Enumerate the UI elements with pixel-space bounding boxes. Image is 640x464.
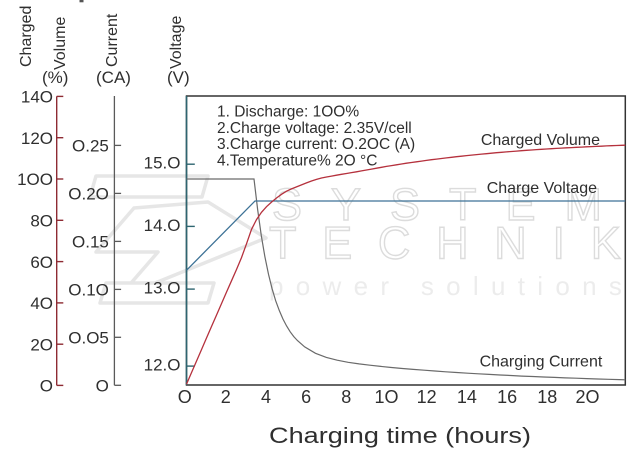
svg-text:8O: 8O	[30, 212, 53, 231]
svg-text:14O: 14O	[21, 88, 53, 107]
svg-text:O: O	[96, 377, 109, 396]
svg-text:Charged: Charged	[18, 6, 35, 67]
svg-text:2O: 2O	[575, 387, 599, 407]
svg-text:6: 6	[301, 387, 311, 407]
svg-text:(CA): (CA)	[96, 68, 131, 87]
svg-text:O.25: O.25	[72, 137, 109, 156]
svg-text:1OO: 1OO	[17, 170, 53, 189]
svg-text:O: O	[40, 377, 53, 396]
svg-text:O.1O: O.1O	[68, 281, 109, 300]
svg-text:4O: 4O	[30, 294, 53, 313]
svg-text:15.O: 15.O	[144, 154, 181, 173]
svg-text:Volume: Volume	[52, 17, 69, 70]
svg-text:14: 14	[457, 387, 477, 407]
svg-text:O.15: O.15	[72, 233, 109, 252]
svg-text:Charging time (hours): Charging time (hours)	[269, 423, 531, 448]
svg-text:(V): (V)	[167, 68, 190, 87]
svg-text:Charged Volume: Charged Volume	[481, 132, 600, 149]
svg-text:O: O	[178, 387, 192, 407]
svg-text:12O: 12O	[21, 129, 53, 148]
svg-text:Charging Current: Charging Current	[480, 354, 603, 371]
svg-text:(%): (%)	[42, 68, 68, 87]
svg-text:2: 2	[221, 387, 231, 407]
svg-text:1O: 1O	[374, 387, 398, 407]
svg-text:2.Charge voltage: 2.35V/cell: 2.Charge voltage: 2.35V/cell	[217, 120, 412, 137]
svg-text:14.O: 14.O	[144, 216, 181, 235]
svg-text:12.O: 12.O	[144, 356, 181, 375]
svg-text:Current: Current	[104, 13, 121, 67]
svg-text:O.O5: O.O5	[68, 329, 109, 348]
svg-text:13.O: 13.O	[144, 279, 181, 298]
svg-text:16: 16	[497, 387, 517, 407]
svg-text:4: 4	[261, 387, 271, 407]
svg-text:O.2O: O.2O	[68, 185, 109, 204]
svg-text:6O: 6O	[30, 253, 53, 272]
svg-text:4.Temperature% 2O °C: 4.Temperature% 2O °C	[217, 152, 377, 169]
svg-text:12: 12	[417, 387, 437, 407]
svg-text:1. Discharge: 1OO%: 1. Discharge: 1OO%	[217, 104, 359, 121]
svg-text:3.Charge current: O.2OC (A): 3.Charge current: O.2OC (A)	[217, 136, 415, 153]
svg-text:2O: 2O	[30, 335, 53, 354]
svg-text:8: 8	[341, 387, 351, 407]
svg-text:Charge Voltage: Charge Voltage	[487, 180, 597, 197]
svg-text:TECHNIK: TECHNIK	[269, 218, 640, 269]
svg-text:18: 18	[537, 387, 557, 407]
svg-text:power solutions: power solutions	[269, 271, 634, 301]
svg-text:Voltage: Voltage	[168, 16, 185, 69]
svg-text:SYSTEM: SYSTEM	[272, 179, 631, 230]
